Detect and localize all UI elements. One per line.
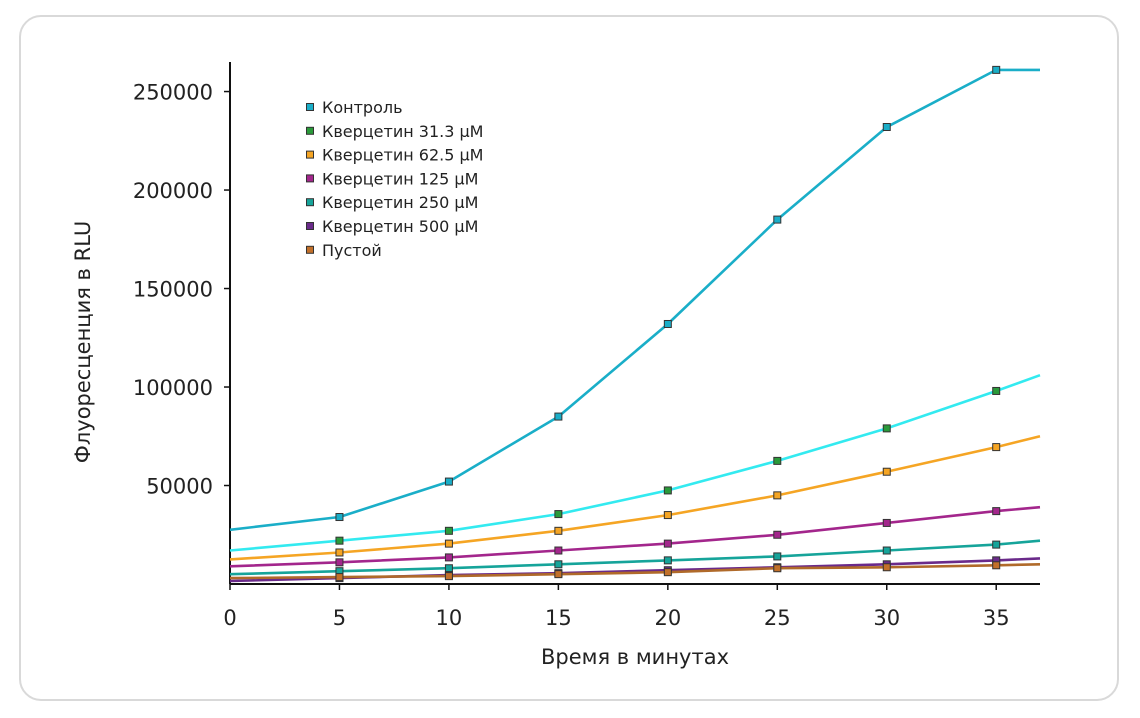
data-point	[663, 486, 672, 495]
legend-label: Контроль	[322, 98, 403, 117]
chart-axes: 0 5 10 15 20 25 30 35 50000 100000 150000 200000 250…	[133, 62, 1040, 630]
data-point	[444, 526, 453, 535]
legend-label: Кверцетин 500 µM	[322, 217, 478, 236]
y-axis-title: Флуоресценция в RLU	[71, 221, 95, 463]
series-line	[229, 373, 1041, 552]
data-point	[663, 511, 672, 520]
chart-series	[229, 65, 1041, 583]
chart-legend: Контроль Кверцетин 31.3 µM Кверцетин 62.5 …	[306, 98, 483, 260]
legend-swatch	[306, 198, 314, 207]
legend-label: Кверцетин 31.3 µM	[322, 122, 483, 141]
data-point	[882, 563, 891, 572]
data-point	[663, 568, 672, 577]
data-point	[554, 546, 563, 555]
data-point	[335, 558, 344, 567]
x-axis-title: Время в минутах	[541, 645, 729, 669]
x-tick-label: 30	[873, 606, 900, 630]
data-point	[882, 518, 891, 527]
data-point	[335, 548, 344, 557]
data-point	[663, 556, 672, 565]
legend-label: Пустой	[322, 241, 382, 260]
data-point	[992, 507, 1001, 516]
y-tick-label: 200000	[133, 179, 213, 203]
data-point	[554, 560, 563, 569]
data-point	[882, 424, 891, 433]
chart-card	[19, 15, 1119, 701]
legend-swatch	[306, 222, 314, 230]
data-point	[663, 319, 672, 328]
data-point	[992, 561, 1001, 570]
legend-swatch	[306, 126, 314, 135]
data-point	[773, 456, 782, 465]
data-point	[554, 412, 563, 421]
legend-label: Кверцетин 125 µM	[322, 169, 478, 188]
data-point	[773, 530, 782, 539]
series-1	[229, 373, 1041, 552]
data-point	[882, 546, 891, 555]
data-point	[444, 572, 453, 581]
legend-label: Кверцетин 250 µM	[322, 193, 478, 212]
x-tick-label: 5	[333, 606, 346, 630]
x-tick-label: 10	[436, 606, 463, 630]
series-6	[229, 561, 1041, 582]
series-3	[229, 505, 1041, 568]
series-2	[229, 435, 1041, 561]
data-point	[444, 553, 453, 562]
data-point	[335, 513, 344, 522]
data-point	[444, 564, 453, 573]
data-point	[335, 573, 344, 582]
x-tick-label: 25	[764, 606, 791, 630]
series-0	[229, 65, 1040, 532]
data-point	[773, 564, 782, 573]
x-tick-label: 0	[223, 606, 236, 630]
data-point	[444, 477, 453, 486]
legend-swatch	[306, 245, 314, 254]
data-point	[773, 552, 782, 561]
legend-swatch	[306, 103, 314, 111]
y-tick-label: 50000	[146, 475, 213, 499]
data-point	[773, 491, 782, 500]
x-tick-label: 35	[983, 606, 1010, 630]
data-point	[444, 539, 453, 548]
data-point	[992, 540, 1001, 549]
y-tick-label: 150000	[133, 278, 213, 302]
series-4	[229, 539, 1041, 576]
legend-swatch	[306, 150, 314, 159]
data-point	[992, 65, 1001, 74]
legend-label: Кверцетин 62.5 µM	[322, 146, 483, 165]
x-tick-label: 20	[654, 606, 681, 630]
data-point	[554, 570, 563, 579]
data-point	[773, 215, 782, 224]
series-line	[229, 505, 1041, 568]
data-point	[992, 443, 1001, 452]
legend-swatch	[306, 174, 314, 183]
data-point	[992, 386, 1001, 395]
data-point	[335, 536, 344, 545]
data-point	[554, 510, 563, 519]
data-point	[882, 467, 891, 476]
y-tick-label: 250000	[133, 81, 213, 105]
data-point	[554, 526, 563, 535]
y-tick-label: 100000	[133, 376, 213, 400]
data-point	[882, 123, 891, 132]
x-tick-label: 15	[545, 606, 572, 630]
data-point	[663, 539, 672, 548]
